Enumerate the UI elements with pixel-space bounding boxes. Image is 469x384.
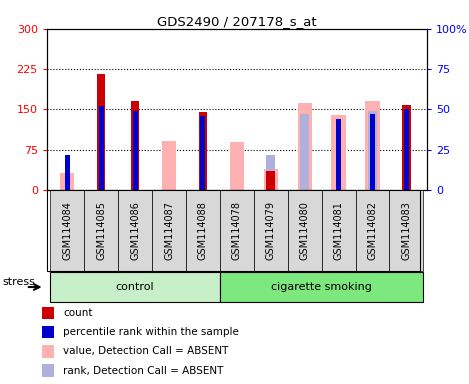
Bar	[389, 190, 424, 271]
Text: count: count	[63, 308, 93, 318]
Bar	[336, 119, 341, 190]
Bar	[200, 116, 205, 190]
Text: GSM114079: GSM114079	[266, 201, 276, 260]
Bar	[97, 74, 106, 190]
Text: GSM114080: GSM114080	[300, 201, 310, 260]
Bar	[42, 326, 54, 338]
Bar	[50, 272, 220, 302]
Text: GSM114088: GSM114088	[198, 201, 208, 260]
Bar	[84, 190, 118, 271]
Bar	[266, 171, 275, 190]
Bar	[65, 155, 70, 190]
Bar	[322, 190, 356, 271]
Text: cigarette smoking: cigarette smoking	[271, 282, 372, 292]
Bar	[42, 345, 54, 358]
Title: GDS2490 / 207178_s_at: GDS2490 / 207178_s_at	[157, 15, 317, 28]
Text: GSM114085: GSM114085	[96, 201, 106, 260]
Text: GSM114083: GSM114083	[401, 201, 411, 260]
Text: control: control	[116, 282, 154, 292]
Bar	[332, 115, 346, 190]
Text: GSM114078: GSM114078	[232, 201, 242, 260]
Bar	[42, 307, 54, 319]
Bar	[186, 190, 220, 271]
Bar	[60, 173, 75, 190]
Bar	[50, 190, 84, 271]
Bar	[356, 190, 389, 271]
Text: GSM114087: GSM114087	[164, 201, 174, 260]
Bar	[152, 190, 186, 271]
Text: GSM114086: GSM114086	[130, 201, 140, 260]
Bar	[404, 109, 409, 190]
Bar	[198, 112, 207, 190]
Bar	[264, 169, 278, 190]
Bar	[230, 142, 244, 190]
Bar	[297, 103, 312, 190]
Bar	[131, 101, 139, 190]
Bar	[266, 155, 275, 190]
Bar	[42, 364, 54, 377]
Bar	[133, 111, 137, 190]
Bar	[365, 101, 379, 190]
Text: percentile rank within the sample: percentile rank within the sample	[63, 327, 239, 337]
Bar	[220, 190, 254, 271]
Bar	[220, 272, 424, 302]
Text: rank, Detection Call = ABSENT: rank, Detection Call = ABSENT	[63, 366, 224, 376]
Bar	[368, 111, 377, 190]
Bar	[162, 141, 176, 190]
Text: GSM114081: GSM114081	[333, 201, 344, 260]
Bar	[300, 114, 309, 190]
Bar	[118, 190, 152, 271]
Text: GSM114084: GSM114084	[62, 201, 72, 260]
Bar	[402, 105, 411, 190]
Text: GSM114082: GSM114082	[368, 201, 378, 260]
Text: stress: stress	[2, 277, 35, 288]
Bar	[254, 190, 287, 271]
Bar	[287, 190, 322, 271]
Bar	[98, 106, 104, 190]
Bar	[370, 114, 375, 190]
Text: value, Detection Call = ABSENT: value, Detection Call = ABSENT	[63, 346, 229, 356]
